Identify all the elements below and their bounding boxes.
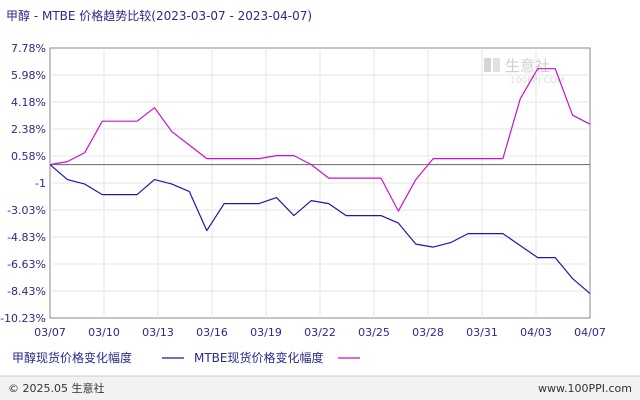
y-tick-label: -1 [35, 177, 46, 190]
x-tick-label: 03/10 [88, 326, 120, 339]
series-line-methanol [49, 164, 591, 295]
x-tick-label: 03/28 [412, 326, 444, 339]
y-tick-label: -8.43% [7, 285, 46, 298]
x-tick-label: 04/03 [520, 326, 552, 339]
footer-copyright: © 2025.05 生意社 [8, 381, 104, 395]
y-tick-label: -4.83% [7, 231, 46, 244]
x-tick-label: 04/07 [574, 326, 606, 339]
watermark-url: 100PPI.COM [510, 76, 565, 86]
watermark-logo-bar-2 [493, 58, 500, 72]
x-tick-label: 03/19 [250, 326, 282, 339]
legend: 甲醇现货价格变化幅度 MTBE现货价格变化幅度 [12, 350, 360, 365]
legend-label-mtbe: MTBE现货价格变化幅度 [194, 350, 324, 365]
y-tick-label: 0.58% [11, 150, 46, 163]
series-group [49, 68, 591, 295]
y-tick-label: 2.38% [11, 123, 46, 136]
x-tick-label: 03/13 [142, 326, 174, 339]
x-tick-label: 03/07 [34, 326, 66, 339]
y-axis-ticks: 7.78% 5.98% 4.18% 2.38% 0.58% -1 -3.03% -4.83% -… [0, 42, 46, 325]
footer-site-link[interactable]: www.100PPI.com [538, 382, 632, 395]
y-tick-label: -6.63% [7, 258, 46, 271]
y-tick-label: 4.18% [11, 96, 46, 109]
grid-lines [50, 48, 590, 318]
footer-bar [0, 376, 640, 400]
y-tick-label: 5.98% [11, 69, 46, 82]
x-tick-label: 03/22 [304, 326, 336, 339]
x-tick-label: 03/25 [358, 326, 390, 339]
chart-title: 甲醇 - MTBE 价格趋势比较(2023-03-07 - 2023-04-07… [6, 8, 312, 23]
y-tick-label: 7.78% [11, 42, 46, 55]
watermark-logo-bar-1 [484, 58, 491, 72]
y-tick-label: -3.03% [7, 204, 46, 217]
y-tick-label: -10.23% [0, 312, 46, 325]
watermark: 生意社 100PPI.COM [484, 57, 565, 86]
legend-label-methanol: 甲醇现货价格变化幅度 [12, 350, 132, 365]
series-line-mtbe [49, 68, 591, 212]
x-tick-label: 03/16 [196, 326, 228, 339]
x-tick-label: 03/31 [466, 326, 498, 339]
watermark-text: 生意社 [505, 57, 550, 75]
x-axis-ticks: 03/07 03/10 03/13 03/16 03/19 03/22 03/25 03/28… [34, 326, 606, 339]
